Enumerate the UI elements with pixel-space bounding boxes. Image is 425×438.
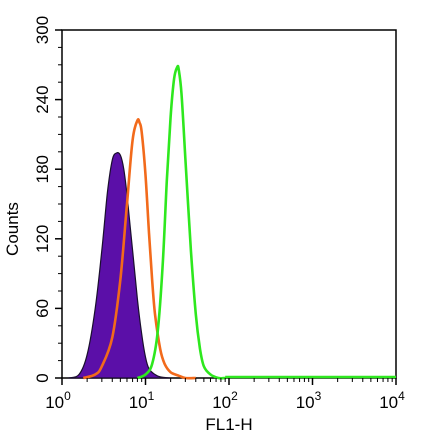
ticks-layer: 100 101 102 103 104 0 60 120 180 240 300 [33, 16, 405, 412]
x-tick-label: 102 [212, 389, 238, 412]
y-tick-label: 60 [33, 299, 52, 318]
y-tick-label: 300 [33, 16, 52, 44]
y-tick-label: 180 [33, 155, 52, 183]
x-tick-label: 101 [129, 389, 155, 412]
series-2-line [82, 118, 196, 380]
x-tick-label: 100 [45, 389, 71, 412]
y-tick-label: 0 [33, 373, 52, 382]
x-tick-label: 103 [296, 389, 322, 412]
series-layer [68, 64, 396, 380]
y-tick-label: 240 [33, 85, 52, 113]
x-axis-title: FL1-H [205, 415, 252, 434]
x-tick-label: 104 [379, 389, 405, 412]
y-axis-title: Counts [3, 202, 22, 256]
series-3-line [136, 64, 226, 380]
y-tick-label: 120 [33, 225, 52, 253]
